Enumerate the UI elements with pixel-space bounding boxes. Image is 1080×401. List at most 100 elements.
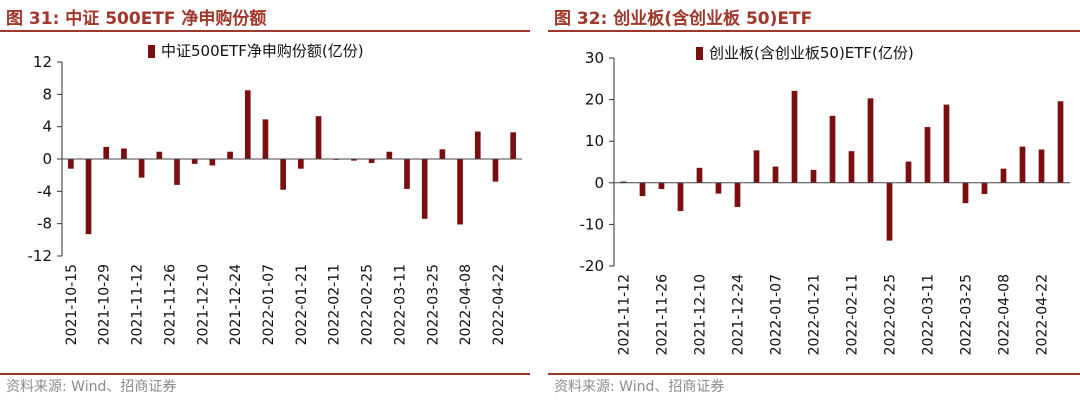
x-tick-label: 2021-11-12	[617, 274, 633, 355]
y-tick-label: 10	[585, 132, 604, 150]
bar	[191, 159, 198, 164]
bar	[404, 159, 410, 189]
bar	[810, 169, 817, 183]
bar	[474, 131, 481, 159]
x-tick-label: 2022-04-08	[997, 274, 1013, 355]
y-tick-label: -20	[580, 257, 605, 275]
bar	[696, 167, 703, 183]
bar	[121, 148, 127, 159]
bar	[227, 151, 233, 159]
x-tick-label: 2022-04-22	[1035, 274, 1051, 355]
bar	[905, 161, 912, 183]
y-tick-label: 8	[42, 85, 52, 103]
x-tick-label: 2021-12-10	[195, 264, 211, 345]
bar	[209, 159, 216, 166]
bar	[262, 119, 269, 159]
bar	[1019, 146, 1026, 183]
bar	[677, 182, 684, 212]
bar	[85, 159, 92, 235]
x-tick-label: 2022-02-11	[327, 264, 343, 345]
bar	[1057, 101, 1064, 183]
bar	[439, 149, 446, 159]
x-tick-label: 2022-02-11	[845, 274, 861, 355]
bar	[1000, 168, 1007, 183]
bar	[962, 182, 969, 204]
bar	[244, 90, 251, 159]
bar	[421, 159, 428, 219]
x-tick-label: 2021-12-24	[228, 264, 244, 345]
y-tick-label: 12	[33, 53, 52, 71]
y-tick-label: -10	[580, 215, 605, 233]
chinext-etf-bar-chart: 30 20 10 0 -10 -20 2021-11-12 2021-11-26 2021-12…	[580, 44, 1070, 355]
x-tick-label: 2022-01-21	[294, 264, 310, 345]
bar	[315, 116, 322, 159]
bar	[510, 132, 516, 159]
x-tick-label: 2021-10-29	[97, 264, 113, 345]
bar	[639, 182, 646, 197]
y-tick-label: -4	[37, 182, 52, 200]
bar	[174, 159, 180, 185]
figure-title-31: 图 31: 中证 500ETF 净申购份额	[6, 9, 267, 29]
x-tick-label: 2021-11-26	[655, 274, 671, 355]
x-tick-label: 2021-12-24	[731, 274, 747, 355]
x-tick-label: 2022-01-21	[807, 274, 823, 355]
legend-label: 创业板(含创业板50)ETF(亿份)	[709, 44, 914, 62]
bar	[848, 151, 855, 183]
title-rule	[548, 30, 1080, 32]
bar	[886, 182, 893, 241]
bar	[156, 151, 163, 159]
bar	[368, 159, 375, 164]
title-rule	[0, 30, 530, 32]
legend-swatch	[696, 47, 703, 60]
x-tick-label: 2021-11-26	[162, 264, 178, 345]
bar	[943, 104, 950, 183]
legend-label: 中证500ETF净申购份额(亿份)	[161, 42, 364, 60]
y-tick-label: 30	[585, 49, 604, 67]
bar	[386, 151, 393, 159]
bar	[1038, 149, 1045, 183]
source-note: 资料来源: Wind、招商证券	[554, 379, 725, 395]
source-rule	[548, 373, 1080, 375]
bar	[351, 159, 357, 161]
x-tick-label: 2022-04-22	[491, 264, 507, 345]
bar	[772, 166, 779, 183]
bar	[924, 127, 931, 183]
x-tick-label: 2022-02-25	[883, 274, 899, 355]
x-tick-label: 2022-01-07	[769, 274, 785, 355]
bar	[457, 159, 463, 225]
bar	[981, 182, 988, 195]
bar	[753, 150, 760, 183]
x-tick-label: 2021-10-15	[64, 264, 80, 345]
y-tick-label: 20	[585, 91, 604, 109]
y-tick-label: 0	[42, 150, 52, 168]
left-figure-panel: 图 31: 中证 500ETF 净申购份额 12 8 4 0 -4 -8 -12 2021-1…	[0, 0, 530, 401]
bar	[280, 159, 286, 190]
x-tick-label: 2022-04-08	[458, 264, 474, 345]
csi500-etf-bar-chart: 12 8 4 0 -4 -8 -12 2021-10-15 2021-10-29 2021-11-…	[28, 42, 522, 345]
bar	[791, 90, 798, 183]
source-rule	[0, 373, 530, 375]
bar	[658, 182, 665, 190]
bar	[620, 181, 627, 183]
x-tick-label: 2022-03-25	[959, 274, 975, 355]
x-tick-label: 2022-01-07	[261, 264, 277, 345]
bar	[68, 159, 74, 169]
bar	[715, 182, 722, 194]
bar	[103, 146, 110, 160]
x-tick-label: 2022-03-11	[392, 264, 408, 345]
figure-title-32: 图 32: 创业板(含创业板 50)ETF	[554, 9, 813, 29]
x-tick-label: 2022-02-25	[360, 264, 376, 345]
source-note: 资料来源: Wind、招商证券	[6, 379, 177, 395]
bar	[138, 159, 145, 178]
right-figure-panel: 图 32: 创业板(含创业板 50)ETF 30 20 10 0 -10 -20 2021-…	[548, 0, 1080, 401]
bar	[829, 115, 836, 183]
x-tick-label: 2021-12-10	[693, 274, 709, 355]
bar	[298, 159, 304, 169]
x-tick-label: 2022-03-11	[921, 274, 937, 355]
y-tick-label: -12	[28, 247, 53, 265]
y-tick-label: 4	[42, 118, 52, 136]
bar	[492, 159, 499, 182]
y-tick-label: 0	[594, 174, 604, 192]
legend-swatch	[148, 45, 155, 58]
bar	[734, 182, 741, 207]
